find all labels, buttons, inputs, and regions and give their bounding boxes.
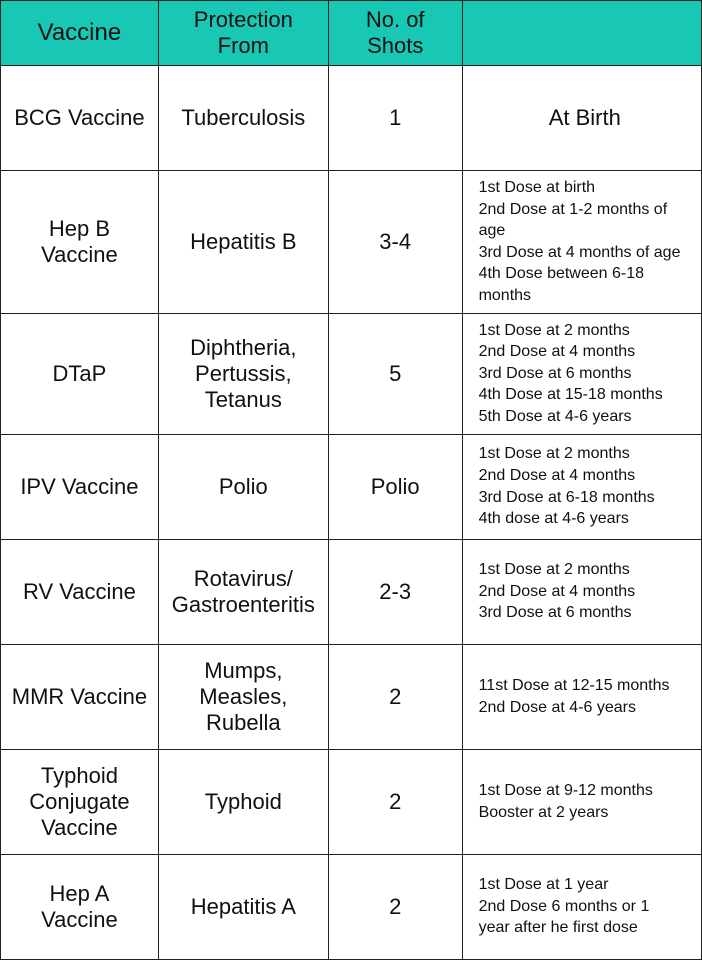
cell-vaccine: Typhoid Conjugate Vaccine [1, 749, 159, 854]
cell-protection: Tuberculosis [158, 66, 328, 171]
cell-schedule: 1st Dose at 9-12 months Booster at 2 yea… [462, 749, 701, 854]
cell-schedule: 1st Dose at 2 months 2nd Dose at 4 month… [462, 313, 701, 434]
cell-shots: 1 [328, 66, 462, 171]
cell-shots: 2 [328, 749, 462, 854]
col-header-protection: Protection From [158, 1, 328, 66]
table-row: BCG Vaccine Tuberculosis 1 At Birth [1, 66, 702, 171]
cell-vaccine: DTaP [1, 313, 159, 434]
table-row: RV Vaccine Rotavirus/ Gastroenteritis 2-… [1, 539, 702, 644]
table-row: Hep B Vaccine Hepatitis B 3-4 1st Dose a… [1, 171, 702, 314]
table-row: MMR Vaccine Mumps, Measles, Rubella 2 11… [1, 644, 702, 749]
table-row: DTaP Diphtheria, Pertussis, Tetanus 5 1s… [1, 313, 702, 434]
col-header-schedule [462, 1, 701, 66]
cell-protection: Typhoid [158, 749, 328, 854]
cell-vaccine: IPV Vaccine [1, 434, 159, 539]
cell-vaccine: Hep B Vaccine [1, 171, 159, 314]
cell-protection: Diphtheria, Pertussis, Tetanus [158, 313, 328, 434]
cell-protection: Polio [158, 434, 328, 539]
cell-schedule: 1st Dose at 2 months 2nd Dose at 4 month… [462, 434, 701, 539]
cell-vaccine: RV Vaccine [1, 539, 159, 644]
cell-schedule: At Birth [462, 66, 701, 171]
cell-shots: 3-4 [328, 171, 462, 314]
table-row: Typhoid Conjugate Vaccine Typhoid 2 1st … [1, 749, 702, 854]
cell-shots: 2 [328, 644, 462, 749]
cell-schedule: 1st Dose at 1 year 2nd Dose 6 months or … [462, 854, 701, 959]
table-row: IPV Vaccine Polio Polio 1st Dose at 2 mo… [1, 434, 702, 539]
table-row: Hep A Vaccine Hepatitis A 2 1st Dose at … [1, 854, 702, 959]
table-header-row: Vaccine Protection From No. of Shots [1, 1, 702, 66]
cell-shots: 5 [328, 313, 462, 434]
cell-schedule: 1st Dose at birth 2nd Dose at 1-2 months… [462, 171, 701, 314]
cell-vaccine: MMR Vaccine [1, 644, 159, 749]
col-header-shots: No. of Shots [328, 1, 462, 66]
col-header-vaccine: Vaccine [1, 1, 159, 66]
cell-protection: Hepatitis B [158, 171, 328, 314]
cell-protection: Mumps, Measles, Rubella [158, 644, 328, 749]
cell-vaccine: Hep A Vaccine [1, 854, 159, 959]
cell-schedule: 1st Dose at 2 months 2nd Dose at 4 month… [462, 539, 701, 644]
cell-protection: Rotavirus/ Gastroenteritis [158, 539, 328, 644]
cell-vaccine: BCG Vaccine [1, 66, 159, 171]
cell-protection: Hepatitis A [158, 854, 328, 959]
cell-shots: 2-3 [328, 539, 462, 644]
vaccine-table: Vaccine Protection From No. of Shots BCG… [0, 0, 702, 960]
cell-shots: Polio [328, 434, 462, 539]
cell-schedule: 11st Dose at 12-15 months 2nd Dose at 4-… [462, 644, 701, 749]
cell-shots: 2 [328, 854, 462, 959]
